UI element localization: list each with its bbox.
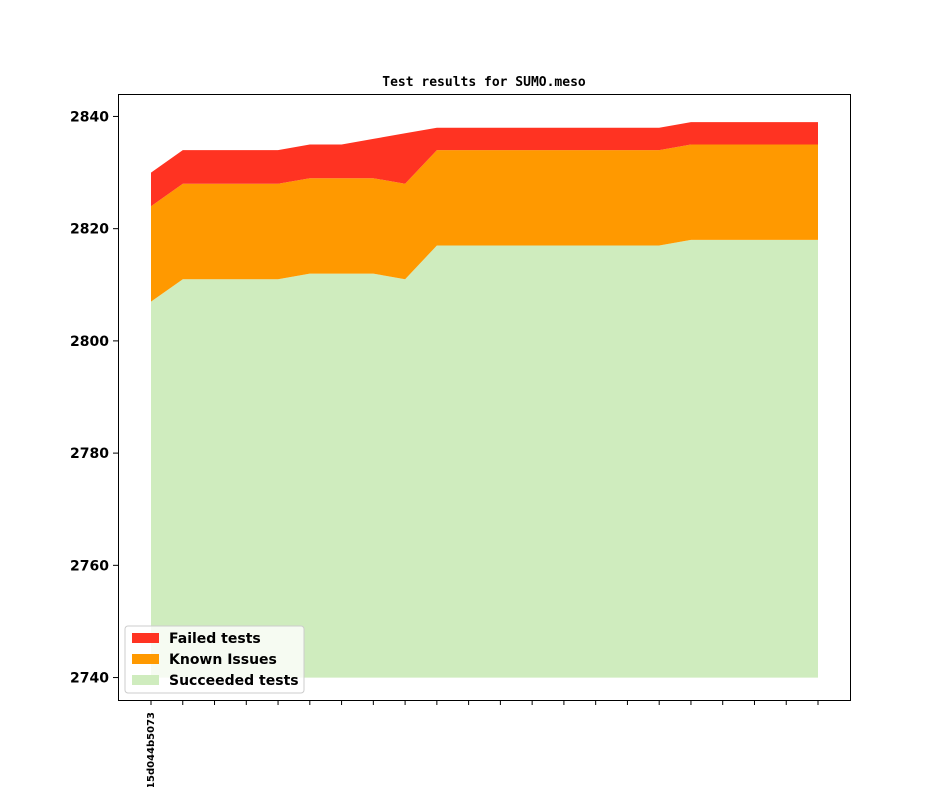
legend-swatch — [132, 633, 159, 643]
plot-frame — [118, 94, 851, 701]
y-tick-label: 2800 — [70, 334, 109, 350]
legend: Failed tests Known Issues Succeeded tests — [124, 625, 305, 694]
area-succeeded-tests — [151, 239, 818, 678]
legend-box — [124, 625, 305, 694]
y-tick-label: 2820 — [70, 222, 109, 238]
y-tick-label: 2780 — [70, 446, 109, 462]
y-tick-label: 2840 — [70, 109, 109, 125]
x-axis: 15d044b5073 — [146, 700, 819, 787]
legend-swatch — [132, 654, 159, 664]
y-axis: 2740 2760 2780 2800 2820 2840 — [70, 109, 118, 687]
y-tick-label: 2760 — [70, 558, 109, 574]
chart-title: Test results for SUMO.meso — [382, 75, 586, 90]
legend-label: Succeeded tests — [169, 673, 299, 689]
y-tick-label: 2740 — [70, 671, 109, 687]
chart-areas — [151, 122, 818, 678]
legend-swatch — [132, 675, 159, 685]
legend-label: Known Issues — [169, 652, 277, 668]
area-failed-tests — [151, 122, 818, 207]
x-tick-label: 15d044b5073 — [146, 712, 157, 787]
area-known-issues — [151, 144, 818, 302]
legend-label: Failed tests — [169, 631, 261, 647]
